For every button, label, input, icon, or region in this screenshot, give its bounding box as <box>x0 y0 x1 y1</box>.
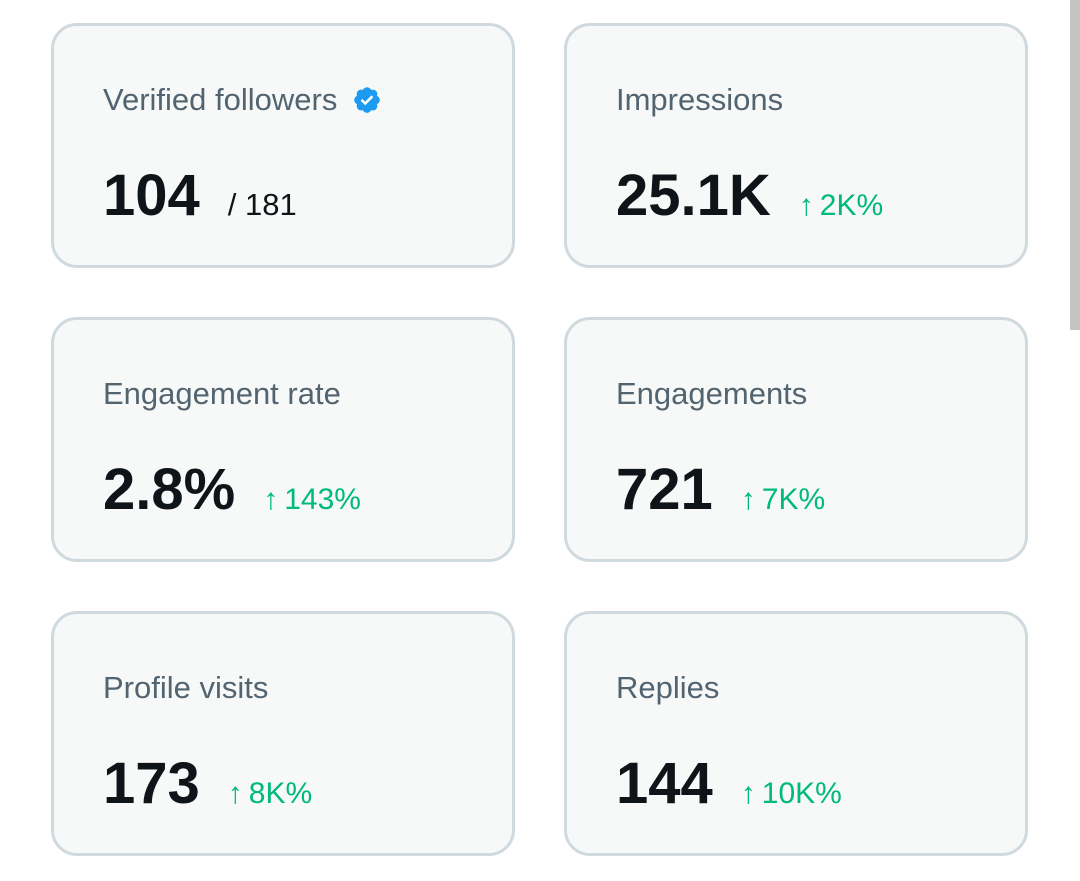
card-label: Impressions <box>616 82 784 117</box>
profile-visits-card[interactable]: Profile visits 173 ↑ 8K% <box>51 611 515 856</box>
card-label: Profile visits <box>103 670 269 705</box>
metric-value: 104 <box>103 163 200 228</box>
metric-delta: ↑ 143% <box>263 483 361 517</box>
metric-value: 25.1K <box>616 163 771 228</box>
engagements-card[interactable]: Engagements 721 ↑ 7K% <box>564 317 1028 562</box>
metric-value: 2.8% <box>103 457 236 522</box>
verified-badge-icon <box>354 87 381 113</box>
delta-value: 8K% <box>248 777 313 810</box>
metric-delta: ↑ 2K% <box>799 189 883 223</box>
engagement-rate-card[interactable]: Engagement rate 2.8% ↑ 143% <box>51 317 515 562</box>
arrow-up-icon: ↑ <box>263 483 279 516</box>
card-label: Engagements <box>616 376 808 411</box>
arrow-up-icon: ↑ <box>227 777 243 810</box>
delta-value: 2K% <box>819 189 884 222</box>
metric-delta: ↑ 8K% <box>228 777 312 811</box>
impressions-card[interactable]: Impressions 25.1K ↑ 2K% <box>564 23 1028 268</box>
delta-value: 7K% <box>761 483 826 516</box>
card-label: Engagement rate <box>103 376 341 411</box>
card-label: Verified followers <box>103 82 338 117</box>
metric-total: / 181 <box>227 187 297 222</box>
metric-delta: ↑ 7K% <box>741 483 825 517</box>
card-label: Replies <box>616 670 720 705</box>
metric-value: 144 <box>616 751 713 816</box>
arrow-up-icon: ↑ <box>740 483 756 516</box>
delta-value: 143% <box>284 483 361 516</box>
scrollbar[interactable] <box>1070 0 1080 330</box>
delta-value: 10K% <box>761 777 842 810</box>
replies-card[interactable]: Replies 144 ↑ 10K% <box>564 611 1028 856</box>
arrow-up-icon: ↑ <box>740 777 756 810</box>
metric-value: 721 <box>616 457 713 522</box>
verified-followers-card[interactable]: Verified followers 104 / 181 <box>51 23 515 268</box>
metric-value: 173 <box>103 751 200 816</box>
metric-delta: ↑ 10K% <box>741 777 842 811</box>
arrow-up-icon: ↑ <box>798 189 814 222</box>
